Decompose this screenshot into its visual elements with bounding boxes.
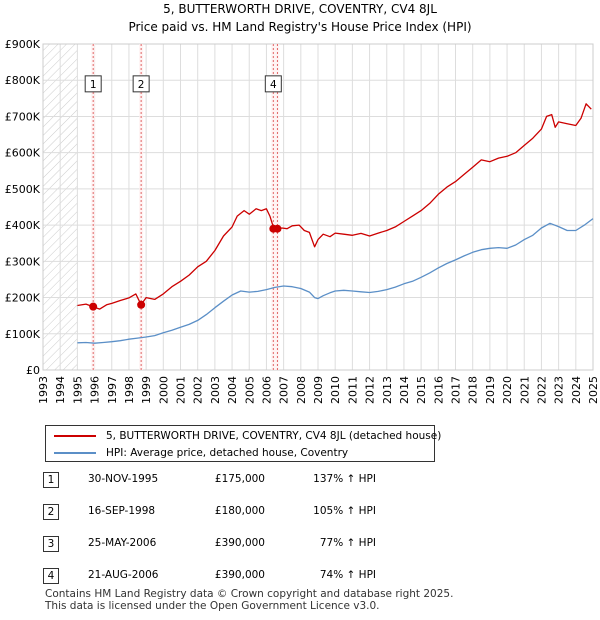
x-tick-label: 2004 (226, 376, 239, 404)
hpi-change: 137% ↑ HPI (313, 473, 376, 485)
x-tick-label: 2012 (364, 376, 377, 404)
sale-point (89, 302, 98, 311)
x-tick-label: 2000 (157, 376, 170, 404)
y-tick-label: £600K (5, 147, 41, 160)
footer-license: This data is licensed under the Open Gov… (45, 600, 380, 612)
sale-label-box (132, 75, 150, 93)
sale-price: £175,000 (214, 473, 265, 485)
sale-date: 30-NOV-1995 (88, 473, 159, 485)
x-tick-label: 1997 (106, 376, 119, 404)
x-tick-label: 2025 (587, 376, 600, 404)
chart-title: 5, BUTTERWORTH DRIVE, COVENTRY, CV4 8JL (163, 2, 437, 16)
sale-point (137, 300, 146, 309)
x-tick-label: 2011 (346, 376, 359, 404)
hpi-change: 74% ↑ HPI (319, 569, 376, 581)
table-row: 4 21-AUG-2006 £390,000 74% ↑ HPI (43, 568, 563, 588)
x-tick-label: 2002 (192, 376, 205, 404)
row-number-badge: 4 (43, 568, 59, 584)
footer: Contains HM Land Registry data © Crown c… (45, 588, 453, 612)
property-series-line (77, 103, 592, 310)
sale-price: £390,000 (214, 569, 265, 581)
sale-price: £390,000 (214, 537, 265, 549)
x-tick-label: 2021 (518, 376, 531, 404)
y-tick-label: £200K (5, 292, 41, 305)
x-tick-label: 2023 (553, 376, 566, 404)
legend-swatch-hpi (54, 452, 96, 454)
x-tick-label: 2001 (175, 376, 188, 404)
x-tick-label: 2018 (467, 376, 480, 404)
x-tick-label: 2007 (278, 376, 291, 404)
axis-labels: £0 £100K £200K £300K £400K £500K £600K £700K £80… (5, 38, 600, 404)
x-tick-label: 2010 (329, 376, 342, 404)
hpi-series-line (77, 218, 594, 344)
plot-border (42, 43, 594, 371)
sale-label-text: 2 (138, 79, 145, 91)
x-tick-label: 2024 (570, 376, 583, 404)
x-tick-label: 2019 (484, 376, 497, 404)
y-tick-label: £300K (5, 255, 41, 268)
sale-marker-lines (91, 44, 280, 370)
y-tick-label: £800K (5, 74, 41, 87)
y-tick-label: £700K (5, 110, 41, 123)
x-tick-label: 1995 (71, 376, 84, 404)
y-tick-label: £0 (26, 364, 40, 377)
sale-point (273, 224, 282, 233)
hpi-change: 77% ↑ HPI (319, 537, 376, 549)
sale-label-boxes: 1 2 4 (84, 75, 282, 93)
footer-copyright: Contains HM Land Registry data © Crown c… (45, 588, 454, 600)
table-row: 3 25-MAY-2006 £390,000 77% ↑ HPI (43, 536, 563, 556)
row-number-badge: 2 (43, 504, 59, 520)
x-tick-label: 1993 (37, 376, 50, 404)
y-tick-label: £400K (5, 219, 41, 232)
x-tick-label: 2020 (501, 376, 514, 404)
sale-price: £180,000 (214, 505, 265, 517)
x-tick-label: 2013 (381, 376, 394, 404)
x-tick-label: 1999 (140, 376, 153, 404)
legend-label-hpi: HPI: Average price, detached house, Cove… (106, 447, 349, 459)
x-tick-label: 2017 (450, 376, 463, 404)
row-number-badge: 1 (43, 472, 59, 488)
sale-highlight-band (271, 44, 276, 370)
table-row: 1 30-NOV-1995 £175,000 137% ↑ HPI (43, 472, 563, 492)
y-tick-label: £900K (5, 38, 41, 51)
x-tick-label: 2006 (260, 376, 273, 404)
sale-date: 25-MAY-2006 (88, 537, 157, 549)
sale-label-box (84, 75, 102, 93)
series-lines (77, 103, 594, 344)
x-tick-label: 2005 (243, 376, 256, 404)
x-tick-label: 1996 (89, 376, 102, 404)
x-tick-label: 1998 (123, 376, 136, 404)
sale-label-text: 1 (90, 79, 97, 91)
x-tick-label: 1994 (54, 376, 67, 404)
y-tick-label: £100K (5, 328, 41, 341)
x-tick-label: 2022 (535, 376, 548, 404)
hpi-change: 105% ↑ HPI (313, 505, 376, 517)
sale-points (89, 224, 282, 311)
sale-highlight-band (139, 44, 144, 370)
legend-item-hpi: HPI: Average price, detached house, Cove… (54, 445, 348, 461)
legend-label-property: 5, BUTTERWORTH DRIVE, COVENTRY, CV4 8JL … (106, 430, 442, 442)
sale-date: 21-AUG-2006 (88, 569, 159, 581)
price-chart: 5, BUTTERWORTH DRIVE, COVENTRY, CV4 8JL … (5, 2, 600, 404)
sale-highlight-band (275, 44, 280, 370)
sale-highlight-band (91, 44, 96, 370)
grid-lines (42, 43, 594, 371)
chart-subtitle: Price paid vs. HM Land Registry's House … (128, 20, 471, 34)
legend-item-property: 5, BUTTERWORTH DRIVE, COVENTRY, CV4 8JL … (54, 428, 441, 444)
sale-date: 16-SEP-1998 (88, 505, 156, 517)
row-number-badge: 3 (43, 536, 59, 552)
y-tick-label: £500K (5, 183, 41, 196)
x-tick-label: 2009 (312, 376, 325, 404)
x-tick-label: 2003 (209, 376, 222, 404)
x-tick-label: 2008 (295, 376, 308, 404)
table-row: 2 16-SEP-1998 £180,000 105% ↑ HPI (43, 504, 563, 524)
sale-label-box (264, 75, 282, 93)
x-tick-label: 2015 (415, 376, 428, 404)
x-tick-label: 2014 (398, 376, 411, 404)
sale-label-text: 4 (270, 79, 277, 91)
x-tick-label: 2016 (432, 376, 445, 404)
legend-swatch-property (54, 435, 96, 437)
legend: 5, BUTTERWORTH DRIVE, COVENTRY, CV4 8JL … (45, 425, 441, 462)
